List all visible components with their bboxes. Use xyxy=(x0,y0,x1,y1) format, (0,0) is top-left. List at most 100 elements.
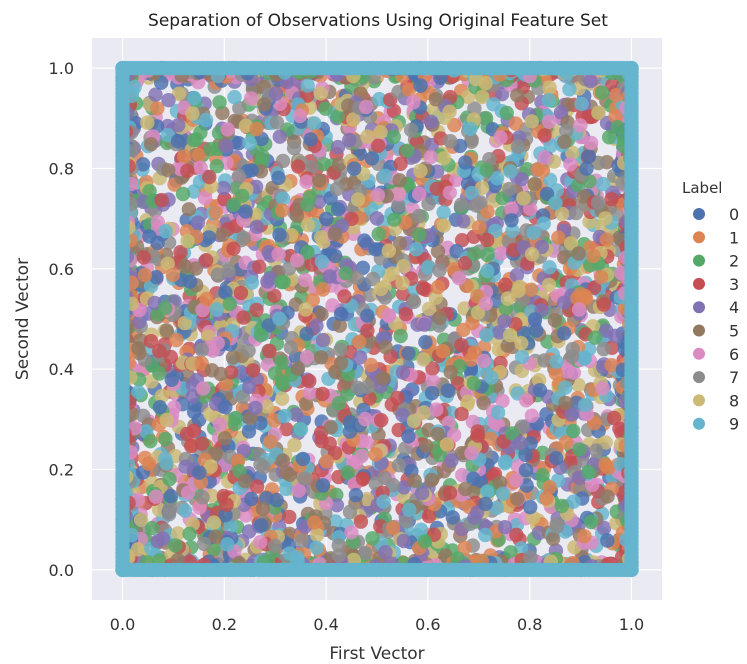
chart-title: Separation of Observations Using Origina… xyxy=(148,11,608,31)
data-point-label-2 xyxy=(566,423,581,439)
data-point-label-2 xyxy=(340,465,355,480)
data-point-label-3 xyxy=(360,323,375,338)
data-point-label-1 xyxy=(430,279,446,295)
data-point-label-4 xyxy=(423,114,439,129)
data-point-label-9 xyxy=(624,60,639,76)
data-point-label-4 xyxy=(583,74,598,89)
data-point-label-6 xyxy=(442,185,457,200)
data-point-label-9 xyxy=(549,354,564,369)
data-point-label-2 xyxy=(267,366,283,381)
data-point-label-9 xyxy=(548,195,563,211)
data-point-label-5 xyxy=(208,529,223,544)
data-point-label-3 xyxy=(498,277,513,292)
data-point-label-1 xyxy=(319,454,334,469)
data-point-label-3 xyxy=(355,471,371,486)
data-point-label-1 xyxy=(599,232,614,247)
legend-marker xyxy=(693,394,705,407)
data-point-label-0 xyxy=(299,326,314,341)
data-point-label-8 xyxy=(475,89,490,105)
data-point-label-6 xyxy=(297,272,313,288)
data-point-label-1 xyxy=(523,282,539,297)
data-point-label-7 xyxy=(432,263,447,278)
data-point-label-0 xyxy=(238,204,253,219)
data-point-label-9 xyxy=(503,164,518,179)
data-point-label-7 xyxy=(568,205,584,221)
data-point-label-9 xyxy=(275,191,291,206)
data-point-label-5 xyxy=(419,438,434,453)
x-tick-label: 0.4 xyxy=(313,615,338,634)
data-point-label-3 xyxy=(302,373,317,389)
data-point-label-2 xyxy=(145,520,160,536)
y-tick-label: 0.0 xyxy=(49,561,74,580)
data-point-label-0 xyxy=(401,429,416,444)
data-point-label-1 xyxy=(169,332,184,348)
data-point-label-2 xyxy=(143,434,158,449)
data-point-label-0 xyxy=(539,186,555,201)
data-point-label-7 xyxy=(194,342,210,358)
data-point-label-3 xyxy=(152,343,167,359)
data-point-label-3 xyxy=(180,163,195,179)
data-point-label-5 xyxy=(424,473,439,488)
data-point-label-8 xyxy=(555,206,570,222)
data-point-label-9 xyxy=(595,176,611,192)
data-point-label-1 xyxy=(275,203,290,218)
data-point-label-9 xyxy=(372,91,387,107)
data-point-label-4 xyxy=(378,545,393,560)
data-point-label-4 xyxy=(395,365,411,380)
data-point-label-4 xyxy=(178,459,193,474)
x-axis-label: First Vector xyxy=(329,644,424,664)
data-point-label-1 xyxy=(457,540,472,556)
data-point-label-0 xyxy=(445,510,460,525)
data-point-label-8 xyxy=(373,125,388,140)
data-point-label-3 xyxy=(612,421,627,436)
data-point-label-9 xyxy=(542,260,557,275)
data-point-label-5 xyxy=(558,395,573,411)
data-point-label-5 xyxy=(430,426,445,442)
legend-marker xyxy=(693,277,705,290)
data-point-label-3 xyxy=(454,233,470,248)
data-point-label-3 xyxy=(143,334,159,349)
data-point-label-8 xyxy=(206,515,222,530)
data-point-label-0 xyxy=(440,383,456,398)
data-point-label-2 xyxy=(480,247,495,263)
data-point-label-1 xyxy=(551,230,566,245)
y-tick-label: 0.8 xyxy=(49,159,74,178)
data-point-label-6 xyxy=(406,94,421,110)
data-point-label-2 xyxy=(331,395,347,411)
data-point-label-3 xyxy=(425,361,440,376)
legend-label: 0 xyxy=(729,205,739,224)
data-point-label-5 xyxy=(510,88,525,103)
data-point-label-3 xyxy=(537,128,552,143)
data-point-label-3 xyxy=(279,422,294,437)
data-point-label-9 xyxy=(159,456,174,471)
data-point-label-5 xyxy=(314,307,329,322)
data-point-label-3 xyxy=(262,343,277,359)
data-point-label-9 xyxy=(187,90,202,106)
data-point-label-8 xyxy=(359,491,375,507)
data-point-label-8 xyxy=(381,243,396,258)
data-point-label-7 xyxy=(294,533,310,548)
data-point-label-1 xyxy=(463,352,479,367)
data-point-label-3 xyxy=(337,289,352,304)
data-point-label-6 xyxy=(423,149,438,165)
data-point-label-6 xyxy=(573,118,588,133)
data-point-label-5 xyxy=(454,446,469,461)
data-point-label-4 xyxy=(553,105,569,120)
data-point-label-5 xyxy=(545,531,561,546)
data-point-label-4 xyxy=(608,328,623,343)
data-point-label-3 xyxy=(390,390,405,406)
data-point-label-6 xyxy=(212,417,228,432)
data-point-label-8 xyxy=(177,315,192,331)
data-point-label-4 xyxy=(288,407,303,422)
data-point-label-8 xyxy=(274,391,290,406)
data-point-label-2 xyxy=(152,366,167,381)
legend-label: 5 xyxy=(729,322,739,341)
data-point-label-5 xyxy=(313,350,329,365)
data-point-label-8 xyxy=(478,75,493,91)
data-point-label-5 xyxy=(131,341,146,356)
data-point-label-8 xyxy=(133,512,149,527)
data-point-label-0 xyxy=(463,362,478,378)
data-point-label-9 xyxy=(158,224,173,239)
data-point-label-9 xyxy=(309,540,324,555)
data-point-label-9 xyxy=(562,82,577,97)
